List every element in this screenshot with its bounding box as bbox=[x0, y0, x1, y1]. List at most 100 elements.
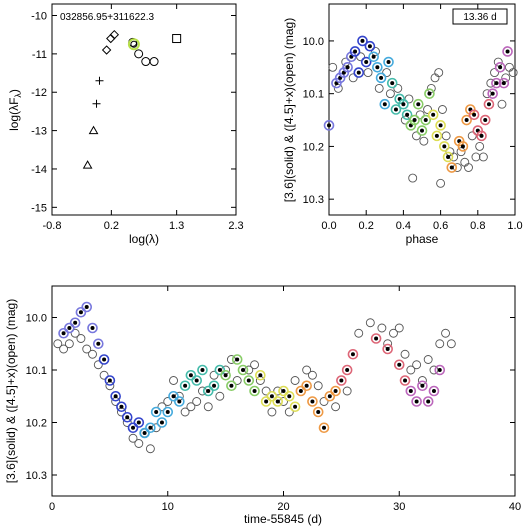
open-point bbox=[471, 152, 481, 162]
solid-point bbox=[235, 357, 240, 362]
open-point bbox=[377, 323, 387, 333]
open-point bbox=[88, 349, 97, 359]
open-point bbox=[404, 94, 414, 104]
open-point bbox=[215, 391, 225, 401]
solid-point bbox=[408, 389, 413, 393]
solid-point bbox=[472, 112, 477, 117]
solid-point-ring bbox=[174, 396, 185, 407]
solid-point bbox=[353, 49, 358, 54]
open-point bbox=[331, 402, 341, 412]
solid-point-ring bbox=[226, 380, 237, 392]
open-point bbox=[456, 147, 466, 157]
solid-point bbox=[67, 326, 72, 330]
x-tick-label: 30 bbox=[393, 501, 405, 513]
solid-point bbox=[194, 378, 199, 383]
solid-point bbox=[61, 331, 66, 336]
solid-point-ring bbox=[69, 317, 81, 329]
solid-point-ring bbox=[457, 141, 469, 152]
open-point bbox=[186, 402, 196, 412]
solid-point-ring bbox=[439, 141, 450, 152]
solid-point-ring bbox=[98, 354, 110, 365]
y-tick-label: 10.1 bbox=[26, 365, 47, 377]
solid-point bbox=[217, 368, 222, 372]
x-tick-label: 0.8 bbox=[470, 220, 485, 232]
sed-square-point bbox=[172, 34, 182, 44]
solid-point bbox=[446, 154, 451, 159]
x-tick-label: 0.6 bbox=[433, 220, 448, 232]
solid-point bbox=[113, 394, 118, 399]
open-point bbox=[411, 131, 421, 141]
y-tick-label: 10.3 bbox=[303, 194, 324, 206]
solid-point bbox=[154, 410, 159, 414]
open-point bbox=[490, 68, 499, 78]
solid-point-ring bbox=[368, 51, 379, 63]
solid-point-ring bbox=[341, 364, 353, 376]
solid-point bbox=[360, 38, 365, 43]
solid-point bbox=[223, 373, 228, 378]
solid-point-ring bbox=[483, 98, 495, 110]
solid-point-ring bbox=[502, 46, 513, 57]
open-point bbox=[307, 370, 317, 380]
solid-point-ring bbox=[168, 390, 179, 402]
solid-point bbox=[401, 102, 406, 107]
open-point bbox=[400, 349, 410, 359]
open-point bbox=[438, 105, 447, 114]
solid-point bbox=[437, 368, 442, 372]
sed-circle-point bbox=[149, 57, 159, 67]
solid-point bbox=[403, 378, 408, 383]
solid-point bbox=[177, 399, 182, 404]
open-point bbox=[261, 386, 271, 396]
x-tick-label: 20 bbox=[277, 501, 289, 513]
solid-point-ring bbox=[372, 62, 383, 73]
solid-point-ring bbox=[468, 109, 480, 121]
solid-point-ring bbox=[398, 98, 409, 110]
solid-point-ring bbox=[208, 380, 220, 392]
solid-point bbox=[420, 128, 424, 133]
open-point bbox=[192, 397, 202, 406]
solid-point bbox=[356, 70, 361, 75]
open-point bbox=[328, 62, 338, 72]
solid-point bbox=[371, 54, 376, 59]
solid-point bbox=[142, 431, 147, 435]
open-point bbox=[435, 339, 445, 349]
open-point bbox=[408, 173, 418, 183]
solid-point bbox=[275, 399, 280, 404]
open-point bbox=[70, 328, 80, 338]
solid-point-ring bbox=[412, 98, 424, 110]
y-tick-label: -14 bbox=[31, 164, 47, 176]
solid-point-ring bbox=[461, 114, 472, 126]
x-tick-label: 40 bbox=[509, 501, 521, 513]
solid-point bbox=[212, 383, 217, 388]
solid-point-ring bbox=[58, 327, 69, 339]
solid-point-ring bbox=[424, 88, 435, 99]
open-point bbox=[93, 360, 103, 370]
solid-point-ring bbox=[318, 422, 330, 434]
phase-plot-frame bbox=[328, 3, 516, 216]
y-tick-label: -12 bbox=[31, 87, 47, 99]
open-point bbox=[441, 131, 451, 141]
solid-point bbox=[374, 336, 379, 341]
solid-point-ring bbox=[249, 385, 260, 397]
x-tick-label: -0.8 bbox=[43, 220, 62, 232]
open-point bbox=[382, 68, 392, 78]
open-point bbox=[415, 110, 425, 120]
solid-point-ring bbox=[255, 369, 266, 381]
sed-circle-point bbox=[141, 57, 151, 67]
open-point bbox=[504, 62, 514, 72]
open-point bbox=[412, 360, 422, 370]
y-tick-label: 10.0 bbox=[26, 313, 47, 325]
solid-point bbox=[327, 123, 331, 128]
solid-point-ring bbox=[283, 390, 295, 402]
solid-point-ring bbox=[64, 322, 75, 334]
solid-point bbox=[281, 389, 286, 393]
open-point bbox=[460, 157, 470, 167]
solid-point-ring bbox=[353, 67, 365, 78]
solid-point bbox=[316, 410, 321, 414]
open-point bbox=[99, 370, 109, 380]
solid-point-ring bbox=[133, 417, 145, 428]
solid-point bbox=[269, 394, 274, 399]
solid-point-ring bbox=[420, 114, 432, 126]
open-point bbox=[180, 407, 190, 417]
y-tick-label: 10.3 bbox=[26, 470, 47, 482]
open-point bbox=[82, 344, 92, 354]
